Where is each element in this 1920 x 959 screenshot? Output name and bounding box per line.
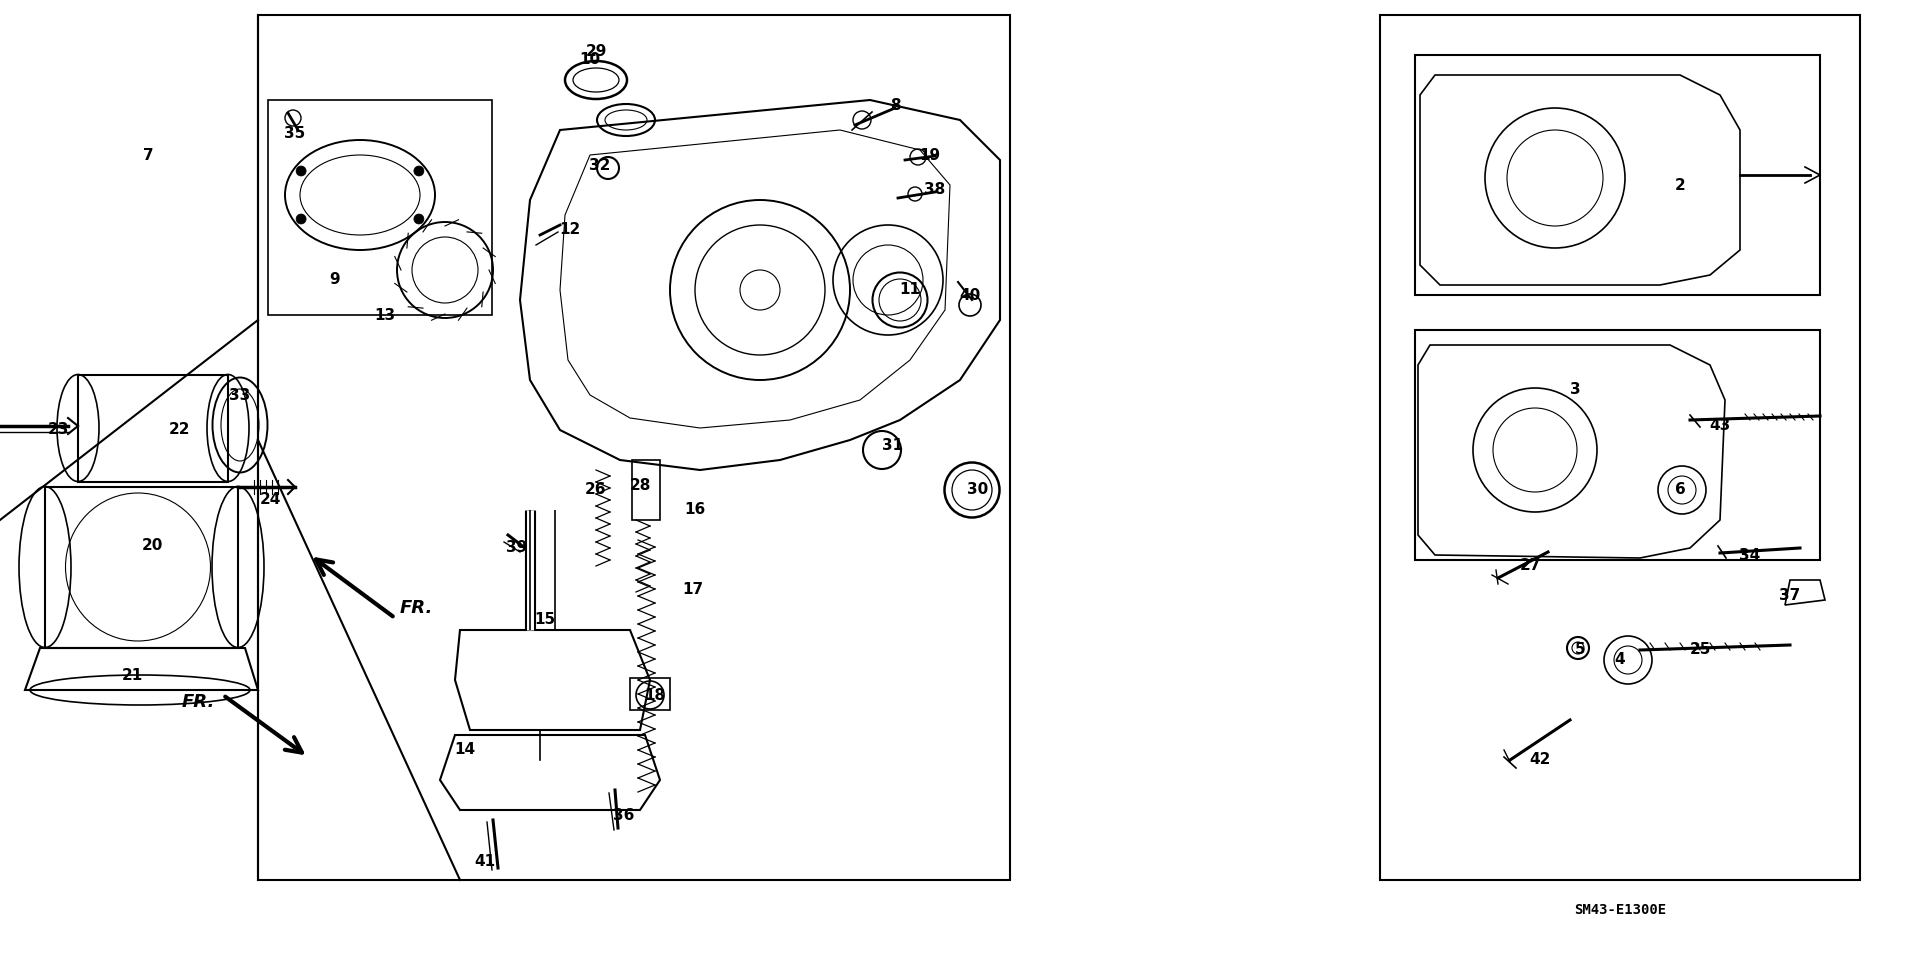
Text: 2: 2 [1674,177,1686,193]
Text: 4: 4 [1615,652,1626,667]
Text: 26: 26 [584,482,605,498]
Text: 17: 17 [682,582,703,597]
Text: 7: 7 [142,148,154,162]
Text: 23: 23 [48,423,69,437]
Circle shape [415,214,424,224]
Text: 28: 28 [630,478,651,493]
Text: 5: 5 [1574,643,1586,658]
Text: FR.: FR. [399,599,434,617]
Text: 24: 24 [259,493,280,507]
Text: 21: 21 [121,667,142,683]
Text: 19: 19 [920,148,941,162]
Text: 18: 18 [645,688,666,703]
Text: 3: 3 [1571,383,1580,397]
Circle shape [296,214,305,224]
Text: 6: 6 [1674,482,1686,498]
Text: 29: 29 [586,44,607,59]
Text: 34: 34 [1740,548,1761,563]
Text: 8: 8 [889,98,900,112]
Text: 14: 14 [455,742,476,758]
Text: 20: 20 [142,537,163,552]
Text: 42: 42 [1530,753,1551,767]
Text: 41: 41 [474,854,495,870]
Text: 27: 27 [1519,557,1540,573]
Text: 38: 38 [924,182,947,198]
Circle shape [296,166,305,176]
Text: 9: 9 [330,272,340,288]
Text: 35: 35 [284,126,305,141]
Text: 31: 31 [883,437,904,453]
Text: 37: 37 [1780,588,1801,602]
Text: 39: 39 [507,541,528,555]
Text: 36: 36 [612,807,636,823]
Text: 25: 25 [1690,643,1711,658]
Circle shape [415,166,424,176]
Text: 11: 11 [899,283,920,297]
Text: 30: 30 [968,482,989,498]
Text: 13: 13 [374,308,396,322]
Text: SM43-E1300E: SM43-E1300E [1574,903,1667,917]
Text: 16: 16 [684,503,707,518]
Text: FR.: FR. [182,693,215,711]
Text: 43: 43 [1709,417,1730,433]
Text: 10: 10 [580,53,601,67]
Text: 12: 12 [559,222,580,238]
Text: 40: 40 [960,288,981,302]
Text: 22: 22 [169,423,190,437]
Text: 33: 33 [228,387,252,403]
Text: 15: 15 [534,613,555,627]
Text: 32: 32 [589,157,611,173]
